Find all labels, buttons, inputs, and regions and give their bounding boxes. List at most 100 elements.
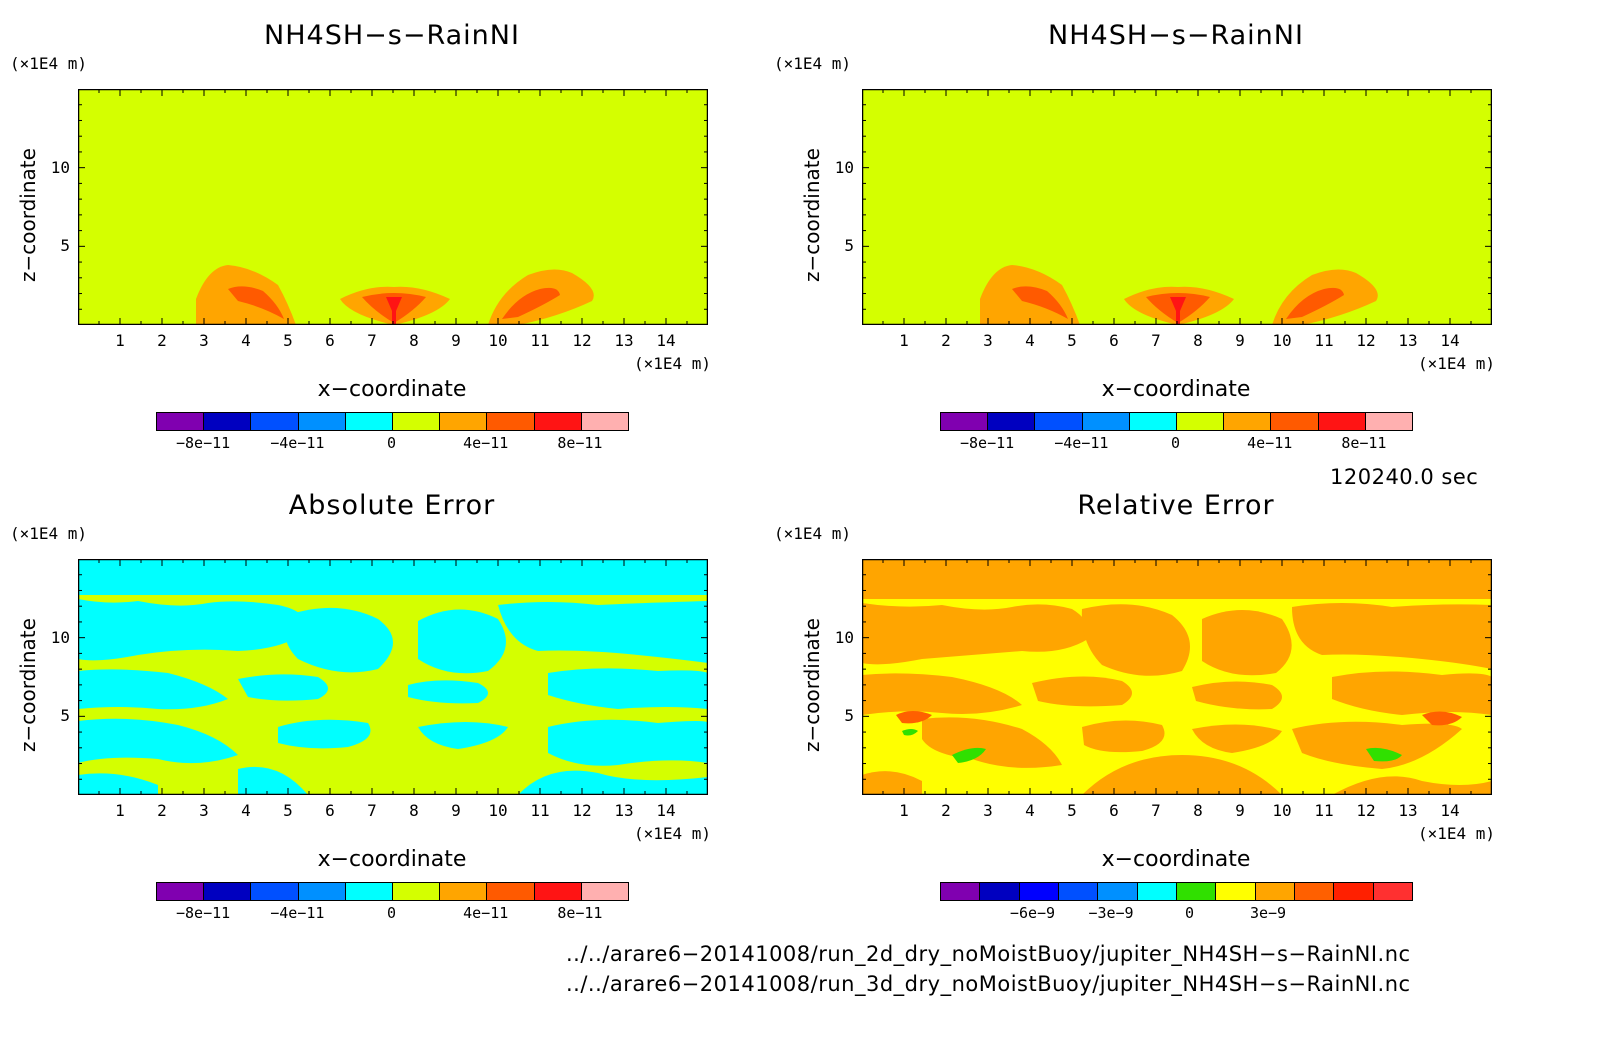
colorbar-swatch bbox=[1019, 883, 1059, 900]
x-tick-label: 14 bbox=[1440, 331, 1460, 350]
contour-region bbox=[278, 719, 371, 749]
x-tick-label: 13 bbox=[1398, 801, 1418, 820]
contour-region bbox=[862, 559, 1492, 599]
colorbar-swatch bbox=[1058, 883, 1099, 900]
panel-title: NH4SH−s−RainNI bbox=[264, 20, 520, 51]
x-tick-label: 9 bbox=[1235, 331, 1245, 350]
x-tick-label: 2 bbox=[941, 331, 951, 350]
contour-region bbox=[1332, 671, 1492, 715]
colorbar-swatch bbox=[204, 883, 252, 900]
colorbar-tick-label: 4e−11 bbox=[463, 434, 509, 452]
contour-region bbox=[502, 287, 560, 319]
y-tick-label: 10 bbox=[50, 157, 70, 177]
contour-region bbox=[1292, 603, 1492, 669]
contour-region bbox=[1082, 720, 1165, 753]
colorbar-tick-label: −8e−11 bbox=[176, 434, 231, 452]
colorbar-swatch bbox=[1035, 413, 1083, 430]
contour-region bbox=[408, 680, 488, 704]
colorbar-swatch bbox=[534, 883, 582, 900]
x-tick-label: 2 bbox=[157, 331, 167, 350]
contour-region bbox=[1292, 721, 1462, 769]
x-tick-label: 6 bbox=[325, 331, 335, 350]
colorbar-swatch bbox=[1216, 883, 1256, 900]
x-tick-label: 8 bbox=[409, 801, 419, 820]
colorbar-tick-label: 4e−11 bbox=[463, 904, 509, 922]
file-path-2: ../../arare6−20141008/run_3d_dry_noMoist… bbox=[566, 972, 1411, 996]
contour-region bbox=[1081, 604, 1190, 676]
contour-region bbox=[1192, 724, 1282, 753]
colorbar bbox=[156, 882, 629, 901]
colorbar-tick-label: 8e−11 bbox=[557, 904, 603, 922]
colorbar-swatch bbox=[1176, 883, 1217, 900]
x-tick-label: 1 bbox=[115, 801, 125, 820]
y-axis-label: z−coordinate bbox=[800, 618, 824, 752]
panel-title: Absolute Error bbox=[288, 490, 496, 521]
colorbar-swatch bbox=[345, 883, 394, 900]
x-tick-label: 5 bbox=[1067, 331, 1077, 350]
colorbar-swatch bbox=[251, 413, 299, 430]
colorbar-swatch bbox=[487, 413, 535, 430]
y-unit-label: (×1E4 m) bbox=[774, 54, 852, 73]
colorbar-tick-label: −6e−9 bbox=[1009, 904, 1056, 922]
y-unit-label: (×1E4 m) bbox=[10, 524, 88, 543]
x-tick-label: 7 bbox=[1151, 331, 1161, 350]
x-tick-label: 14 bbox=[1440, 801, 1460, 820]
y-tick-label: 10 bbox=[834, 157, 854, 177]
colorbar-swatch bbox=[1082, 413, 1130, 430]
colorbar-tick-label: −4e−11 bbox=[270, 434, 325, 452]
colorbar bbox=[156, 412, 629, 431]
colorbar-tick-label: 8e−11 bbox=[557, 434, 603, 452]
colorbar-swatch bbox=[581, 883, 629, 900]
x-tick-label: 8 bbox=[1193, 331, 1203, 350]
x-tick-label: 11 bbox=[530, 331, 550, 350]
contour-region bbox=[284, 607, 393, 673]
y-tick-label: 10 bbox=[50, 627, 70, 647]
colorbar bbox=[940, 882, 1413, 901]
y-axis-label: z−coordinate bbox=[800, 148, 824, 282]
x-tick-label: 12 bbox=[1356, 801, 1376, 820]
colorbar-tick-label: 8e−11 bbox=[1341, 434, 1387, 452]
colorbar-tick-label: 0 bbox=[1184, 904, 1195, 922]
colorbar-tick-label: −8e−11 bbox=[176, 904, 231, 922]
colorbar bbox=[940, 412, 1413, 431]
colorbar-swatch bbox=[440, 413, 488, 430]
x-unit-label: (×1E4 m) bbox=[1418, 354, 1496, 373]
x-axis-label: x−coordinate bbox=[317, 847, 467, 872]
colorbar-swatch bbox=[1318, 413, 1366, 430]
x-tick-label: 3 bbox=[199, 801, 209, 820]
colorbar-swatch bbox=[1224, 413, 1272, 430]
contour-region bbox=[78, 599, 308, 661]
contour-region bbox=[238, 674, 328, 701]
y-tick-label: 10 bbox=[834, 627, 854, 647]
contour-region bbox=[896, 711, 932, 724]
colorbar-swatch bbox=[251, 883, 299, 900]
contour-region bbox=[1082, 755, 1282, 795]
contour-region bbox=[862, 673, 1022, 715]
plot-area bbox=[78, 89, 708, 325]
contour-region bbox=[1332, 776, 1492, 795]
contour-background bbox=[78, 89, 708, 325]
x-tick-label: 13 bbox=[614, 331, 634, 350]
y-axis-label: z−coordinate bbox=[16, 148, 40, 282]
x-tick-label: 4 bbox=[1025, 801, 1035, 820]
colorbar-swatch bbox=[1365, 413, 1413, 430]
x-tick-label: 5 bbox=[283, 331, 293, 350]
x-tick-label: 6 bbox=[1109, 331, 1119, 350]
contour-region bbox=[862, 771, 922, 795]
x-tick-label: 12 bbox=[1356, 331, 1376, 350]
colorbar-swatch bbox=[298, 413, 346, 430]
colorbar-swatch bbox=[1373, 883, 1412, 900]
colorbar-tick-label: 0 bbox=[386, 904, 397, 922]
colorbar-swatch bbox=[393, 883, 441, 900]
colorbar-swatch bbox=[1334, 883, 1374, 900]
y-tick-label: 5 bbox=[60, 236, 70, 256]
x-tick-label: 1 bbox=[899, 801, 909, 820]
contour-region bbox=[1422, 711, 1462, 726]
contour-region bbox=[78, 559, 708, 595]
x-tick-label: 2 bbox=[941, 801, 951, 820]
contour-region bbox=[78, 669, 228, 710]
x-unit-label: (×1E4 m) bbox=[634, 824, 712, 843]
x-tick-label: 6 bbox=[1109, 801, 1119, 820]
x-axis-label: x−coordinate bbox=[317, 377, 467, 402]
